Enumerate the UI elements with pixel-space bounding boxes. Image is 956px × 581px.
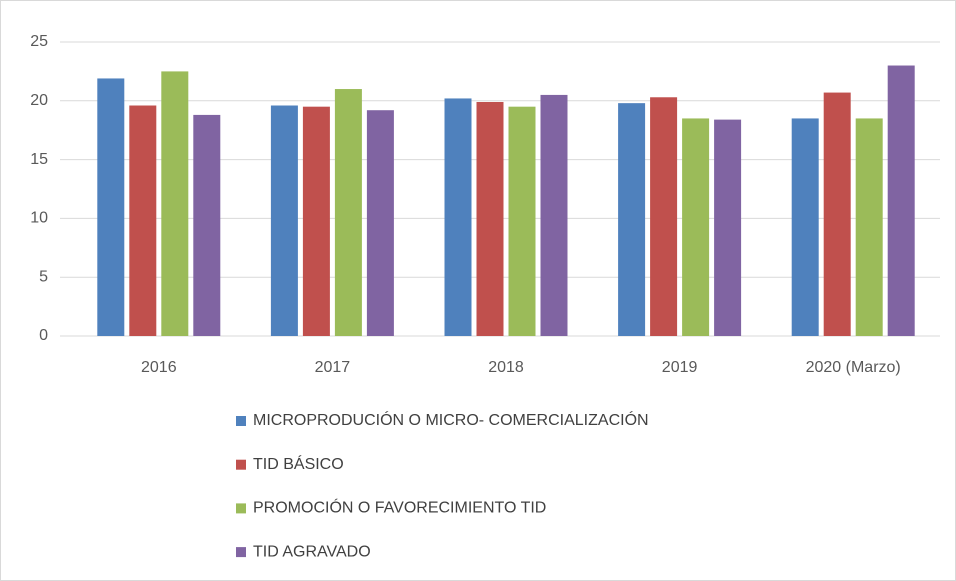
legend-swatch	[236, 459, 246, 470]
bar	[855, 118, 883, 336]
legend-swatch	[236, 547, 246, 558]
legend-label: TID AGRAVADO	[253, 543, 371, 560]
x-tick-label: 2016	[141, 359, 177, 376]
legend-swatch	[236, 503, 246, 514]
y-tick-label: 25	[30, 33, 48, 50]
bar	[791, 118, 819, 336]
x-tick-label: 2017	[315, 359, 351, 376]
x-tick-label: 2018	[488, 359, 524, 376]
y-tick-label: 15	[30, 151, 48, 168]
bar	[476, 101, 504, 336]
bar	[193, 114, 221, 336]
bar	[508, 106, 536, 337]
bar	[444, 98, 472, 336]
x-tick-label: 2020 (Marzo)	[806, 359, 901, 376]
bar	[129, 105, 157, 336]
legend: MICROPRODUCIÓN O MICRO- COMERCIALIZACIÓN…	[236, 410, 649, 560]
bar	[714, 119, 742, 336]
bar	[97, 78, 125, 337]
bar	[823, 92, 851, 337]
bar	[302, 106, 330, 337]
bar	[366, 110, 394, 336]
y-tick-label: 0	[39, 327, 48, 344]
y-tick-label: 20	[30, 92, 48, 109]
x-tick-label: 2019	[662, 359, 698, 376]
legend-label: MICROPRODUCIÓN O MICRO- COMERCIALIZACIÓN	[253, 410, 649, 429]
bar	[887, 65, 915, 337]
legend-label: PROMOCIÓN O FAVORECIMIENTO TID	[253, 498, 546, 517]
bar	[682, 118, 710, 336]
y-tick-label: 10	[30, 210, 48, 227]
bar	[270, 105, 298, 336]
y-tick-label: 5	[39, 268, 48, 285]
legend-swatch	[236, 416, 246, 426]
bar	[650, 97, 678, 336]
bar	[334, 89, 362, 336]
legend-label: TID BÁSICO	[253, 454, 344, 473]
bar	[618, 103, 646, 336]
bar	[161, 71, 189, 337]
bar	[540, 94, 568, 336]
